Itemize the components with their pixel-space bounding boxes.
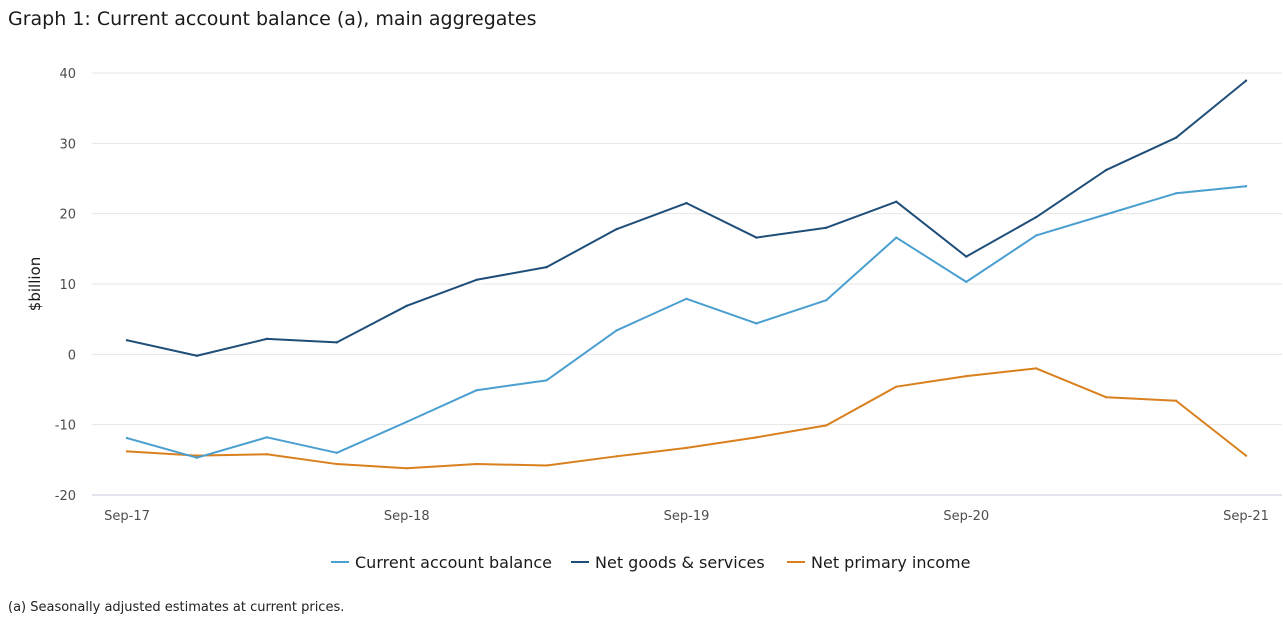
x-tick-label: Sep-21: [1223, 509, 1269, 524]
data-point: [685, 297, 688, 300]
data-point: [475, 278, 478, 281]
data-point: [545, 464, 548, 467]
data-point: [265, 436, 269, 439]
chart-title: Graph 1: Current account balance (a), ma…: [8, 8, 537, 30]
data-point: [755, 436, 758, 439]
data-point: [125, 436, 129, 440]
data-point: [265, 453, 269, 456]
data-point: [405, 304, 408, 308]
y-tick-label: 10: [59, 278, 76, 293]
data-point: [615, 227, 618, 231]
series-line-ngs: [126, 79, 1247, 357]
data-point: [195, 454, 199, 457]
series-line-cab: [126, 185, 1247, 459]
y-tick-label: 40: [59, 67, 76, 82]
legend-label: Current account balance: [355, 553, 552, 572]
data-point: [335, 451, 339, 454]
data-point: [965, 280, 968, 284]
legend-item-ngs[interactable]: Net goods & services: [571, 553, 765, 572]
data-point: [755, 236, 758, 239]
data-point: [755, 322, 758, 325]
data-point: [965, 255, 968, 258]
data-point: [1104, 213, 1108, 216]
legend-label: Net primary income: [811, 553, 970, 572]
data-point: [825, 424, 828, 427]
y-tick-label: 30: [59, 137, 76, 152]
data-point: [895, 200, 898, 203]
data-point: [825, 298, 828, 302]
data-point: [1104, 168, 1108, 172]
data-point: [1244, 79, 1248, 82]
y-tick-label: 20: [59, 208, 76, 223]
data-point: [1244, 454, 1248, 457]
series-lines: [125, 79, 1248, 470]
data-point: [125, 450, 129, 453]
x-tick-labels: Sep-17 Sep-18 Sep-19 Sep-20 Sep-21: [104, 509, 1269, 524]
data-point: [475, 462, 478, 466]
y-tick-label: -20: [55, 489, 76, 504]
series-line-npi: [126, 367, 1247, 470]
data-point: [1244, 185, 1248, 188]
gridlines: [92, 72, 1282, 426]
data-point: [265, 337, 269, 341]
data-point: [895, 236, 898, 239]
data-point: [475, 389, 478, 392]
x-tick-label: Sep-20: [943, 509, 989, 524]
data-point: [545, 379, 548, 382]
data-point: [825, 226, 828, 229]
data-point: [685, 201, 688, 205]
y-tick-label: 0: [68, 348, 76, 363]
x-tick-label: Sep-18: [384, 509, 430, 524]
data-point: [405, 420, 408, 424]
series-npi: [125, 367, 1248, 470]
data-point: [615, 329, 618, 332]
legend-item-cab[interactable]: Current account balance: [331, 553, 552, 572]
y-tick-label: -10: [55, 419, 76, 434]
data-point: [895, 385, 898, 388]
data-point: [1174, 192, 1178, 195]
footnote: (a) Seasonally adjusted estimates at cur…: [8, 600, 345, 615]
data-point: [195, 354, 199, 357]
data-point: [1174, 136, 1178, 139]
series-ngs: [125, 79, 1248, 357]
y-tick-labels: -20 -10 0 10 20 30 40: [55, 67, 76, 504]
legend: Current account balance Net goods & servi…: [331, 553, 970, 572]
data-point: [615, 455, 618, 458]
data-point: [545, 265, 548, 269]
data-point: [405, 467, 408, 470]
series-cab: [125, 185, 1248, 459]
data-point: [195, 456, 199, 459]
legend-item-npi[interactable]: Net primary income: [787, 553, 970, 572]
data-point: [335, 341, 339, 344]
data-point: [335, 462, 339, 466]
x-tick-label: Sep-19: [664, 509, 710, 524]
y-axis-label: $billion: [26, 257, 44, 311]
data-point: [1104, 396, 1108, 399]
data-point: [965, 374, 968, 378]
data-point: [1174, 399, 1178, 402]
legend-label: Net goods & services: [595, 553, 765, 572]
data-point: [125, 339, 129, 342]
data-point: [1034, 215, 1038, 219]
data-point: [1034, 367, 1038, 370]
data-point: [685, 446, 688, 450]
x-tick-label: Sep-17: [104, 509, 150, 524]
data-point: [1034, 234, 1038, 237]
